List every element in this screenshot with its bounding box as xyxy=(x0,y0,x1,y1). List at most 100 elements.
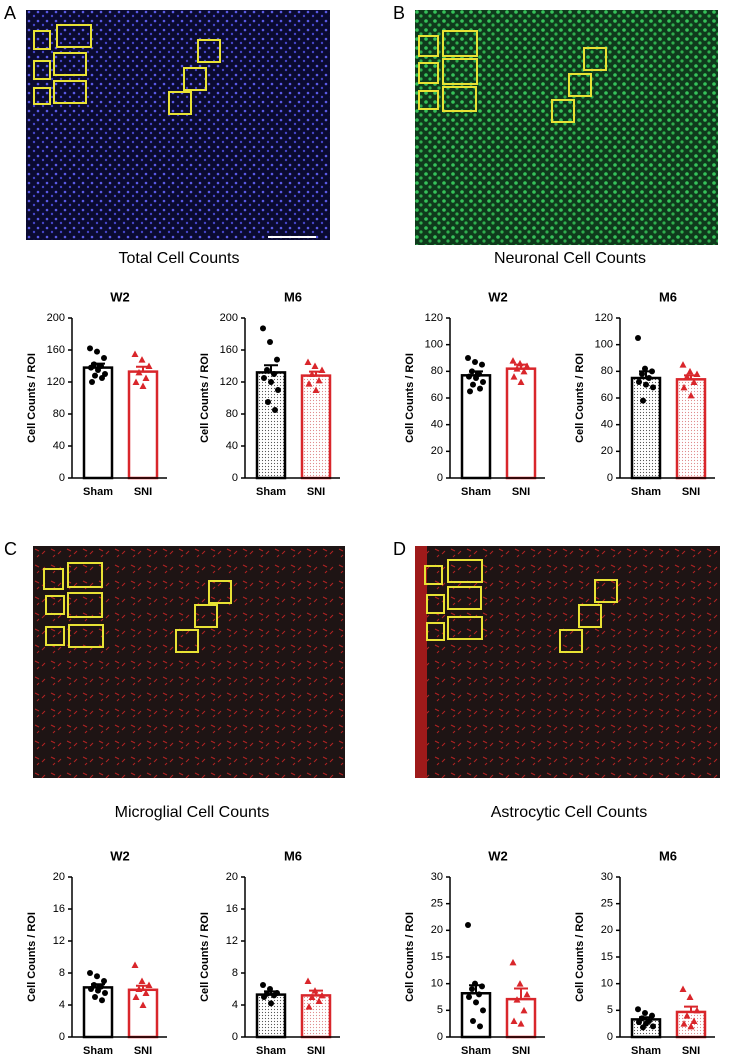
data-point xyxy=(640,397,646,404)
data-point xyxy=(476,991,482,998)
data-point xyxy=(271,371,277,377)
data-point xyxy=(275,387,281,393)
data-point xyxy=(523,362,531,369)
data-point xyxy=(268,1000,274,1007)
data-point xyxy=(138,356,146,363)
data-point xyxy=(479,983,485,990)
y-axis-label: Cell Counts / ROI xyxy=(574,353,586,443)
data-point xyxy=(693,370,701,377)
x-tick-label: Sham xyxy=(631,1045,661,1057)
y-tick-label: 80 xyxy=(431,365,443,377)
y-tick-label: 40 xyxy=(53,440,65,452)
y-tick-label: 20 xyxy=(601,924,613,936)
y-axis-label: Cell Counts / ROI xyxy=(199,912,211,1002)
data-point xyxy=(513,996,521,1003)
data-point xyxy=(99,997,105,1004)
y-tick-label: 15 xyxy=(601,951,613,963)
data-point xyxy=(267,986,273,992)
y-tick-label: 25 xyxy=(431,898,443,910)
y-tick-label: 0 xyxy=(232,472,238,484)
data-point xyxy=(142,374,150,381)
chart-title: M6 xyxy=(284,848,302,863)
data-point xyxy=(480,1007,486,1014)
data-point xyxy=(477,1023,483,1030)
data-point xyxy=(686,367,694,375)
data-point xyxy=(467,388,473,395)
data-point xyxy=(510,373,518,380)
y-tick-label: 20 xyxy=(601,445,613,457)
data-point xyxy=(131,350,139,357)
y-tick-label: 12 xyxy=(226,935,238,947)
data-point xyxy=(679,361,687,368)
y-tick-label: 15 xyxy=(431,951,443,963)
bar xyxy=(505,997,537,1039)
error-bar xyxy=(264,364,278,373)
data-point xyxy=(516,980,524,987)
y-tick-label: 80 xyxy=(601,365,613,377)
data-point xyxy=(650,1023,656,1030)
data-point xyxy=(687,1022,695,1030)
data-point xyxy=(517,378,525,385)
data-point xyxy=(92,372,98,379)
x-tick-label: SNI xyxy=(512,486,530,498)
data-point xyxy=(87,970,93,976)
panel-title: Astrocytic Cell Counts xyxy=(491,804,648,821)
y-tick-label: 120 xyxy=(220,376,238,388)
bar xyxy=(127,988,159,1039)
x-tick-label: SNI xyxy=(134,1045,152,1057)
data-point xyxy=(308,993,316,1000)
panel-letter: D xyxy=(393,539,406,559)
x-tick-label: Sham xyxy=(631,486,661,498)
data-point xyxy=(95,987,101,994)
data-point xyxy=(469,986,475,992)
data-point xyxy=(517,1020,525,1027)
data-point xyxy=(261,375,267,381)
y-tick-label: 16 xyxy=(226,903,238,915)
data-point xyxy=(686,993,694,1000)
bar xyxy=(460,374,492,480)
data-point xyxy=(690,378,698,385)
chart-title: M6 xyxy=(659,289,677,304)
data-point xyxy=(304,977,312,984)
data-point xyxy=(265,399,271,405)
y-tick-label: 16 xyxy=(53,903,65,915)
y-tick-label: 160 xyxy=(220,344,238,356)
chart-title: W2 xyxy=(110,289,130,304)
data-point xyxy=(635,335,641,341)
chart-title: M6 xyxy=(659,848,677,863)
y-tick-label: 25 xyxy=(601,898,613,910)
data-point xyxy=(680,1020,688,1027)
y-tick-label: 0 xyxy=(437,1031,443,1043)
bar xyxy=(127,370,159,480)
x-tick-label: SNI xyxy=(512,1045,530,1057)
data-point xyxy=(305,1003,313,1010)
y-tick-label: 200 xyxy=(47,312,65,324)
data-point xyxy=(480,379,486,385)
y-tick-label: 120 xyxy=(47,376,65,388)
data-point xyxy=(99,375,105,381)
panel-letter: C xyxy=(4,539,17,559)
data-point xyxy=(477,385,483,392)
y-tick-label: 20 xyxy=(53,871,65,883)
image-d xyxy=(415,546,720,778)
data-point xyxy=(315,376,323,384)
bar xyxy=(300,994,332,1039)
data-point xyxy=(465,922,471,928)
data-point xyxy=(304,358,312,365)
y-tick-label: 12 xyxy=(53,935,65,947)
data-point xyxy=(101,978,107,984)
data-point xyxy=(683,1012,691,1019)
y-axis-label: Cell Counts / ROI xyxy=(574,912,586,1002)
y-tick-label: 20 xyxy=(431,445,443,457)
y-tick-label: 8 xyxy=(59,967,65,979)
data-point xyxy=(88,364,94,371)
y-tick-label: 0 xyxy=(437,472,443,484)
data-point xyxy=(472,980,478,987)
data-point xyxy=(466,994,472,1000)
data-point xyxy=(520,1006,528,1014)
y-axis-label: Cell Counts / ROI xyxy=(26,912,38,1002)
data-point xyxy=(264,367,270,373)
data-point xyxy=(87,345,93,352)
x-tick-label: Sham xyxy=(256,1045,286,1057)
y-tick-label: 20 xyxy=(431,924,443,936)
